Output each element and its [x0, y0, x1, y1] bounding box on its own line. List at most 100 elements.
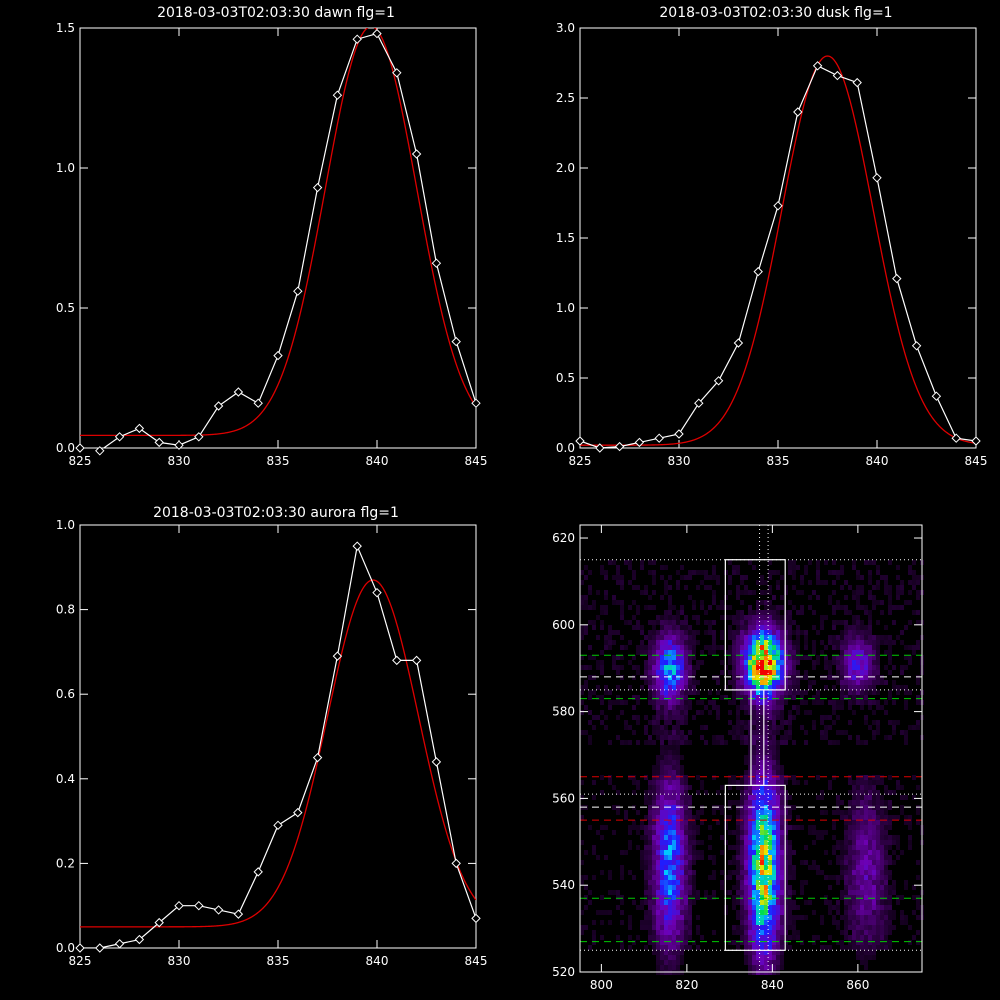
image-pixel: [692, 635, 696, 640]
image-pixel: [744, 785, 748, 790]
image-pixel: [740, 925, 744, 930]
image-pixel: [692, 615, 696, 620]
image-pixel: [620, 870, 624, 875]
image-pixel: [644, 605, 648, 610]
image-pixel: [720, 885, 724, 890]
image-pixel: [688, 640, 692, 645]
image-pixel: [672, 750, 676, 755]
image-pixel: [772, 895, 776, 900]
dusk-ytick-label: 1.0: [556, 301, 575, 315]
image-pixel: [844, 865, 848, 870]
image-pixel: [876, 935, 880, 940]
image-pixel: [872, 710, 876, 715]
image-pixel: [796, 705, 800, 710]
image-pixel: [700, 710, 704, 715]
image-pixel: [744, 835, 748, 840]
image-pixel: [832, 635, 836, 640]
image-pixel: [660, 955, 664, 960]
image-pixel: [804, 645, 808, 650]
image-pixel: [852, 855, 856, 860]
image-pixel: [728, 670, 732, 675]
image-pixel: [652, 880, 656, 885]
image-pixel: [852, 670, 856, 675]
image-pixel: [752, 910, 756, 915]
image-pixel: [600, 790, 604, 795]
image-ytick-label: 560: [552, 791, 575, 805]
dusk-fit-line: [580, 55, 976, 446]
image-pixel: [708, 895, 712, 900]
image-pixel: [668, 760, 672, 765]
image-pixel: [860, 885, 864, 890]
image-pixel: [760, 790, 764, 795]
image-pixel: [784, 855, 788, 860]
dawn-data-point: [213, 401, 224, 411]
image-pixel: [772, 905, 776, 910]
image-pixel: [668, 585, 672, 590]
image-pixel: [668, 605, 672, 610]
image-pixel: [756, 730, 760, 735]
image-pixel: [872, 835, 876, 840]
image-pixel: [772, 635, 776, 640]
image-pixel: [804, 710, 808, 715]
image-pixel: [860, 575, 864, 580]
image-pixel: [836, 620, 840, 625]
image-pixel: [636, 620, 640, 625]
image-pixel: [620, 600, 624, 605]
image-pixel: [684, 695, 688, 700]
image-pixel: [672, 765, 676, 770]
image-pixel: [744, 665, 748, 670]
image-pixel: [864, 865, 868, 870]
image-pixel: [876, 890, 880, 895]
image-pixel: [688, 880, 692, 885]
image-pixel: [620, 665, 624, 670]
image-pixel: [828, 910, 832, 915]
image-pixel: [692, 820, 696, 825]
image-pixel: [656, 940, 660, 945]
image-pixel: [624, 620, 628, 625]
image-pixel: [768, 770, 772, 775]
image-pixel: [676, 925, 680, 930]
image-pixel: [648, 905, 652, 910]
image-pixel: [916, 720, 920, 725]
image-pixel: [916, 610, 920, 615]
image-pixel: [676, 940, 680, 945]
image-pixel: [904, 920, 908, 925]
image-pixel: [764, 790, 768, 795]
image-pixel: [836, 700, 840, 705]
image-pixel: [748, 615, 752, 620]
image-pixel: [700, 820, 704, 825]
image-pixel: [780, 810, 784, 815]
image-pixel: [688, 655, 692, 660]
image-pixel: [852, 905, 856, 910]
image-pixel: [876, 780, 880, 785]
image-pixel: [660, 770, 664, 775]
image-pixel: [868, 700, 872, 705]
image-pixel: [780, 845, 784, 850]
image-pixel: [680, 925, 684, 930]
image-pixel: [768, 960, 772, 965]
image-pixel: [880, 610, 884, 615]
image-pixel: [612, 890, 616, 895]
image-pixel: [652, 560, 656, 565]
image-pixel: [580, 880, 584, 885]
image-pixel: [648, 840, 652, 845]
image-pixel: [856, 875, 860, 880]
image-pixel: [840, 670, 844, 675]
image-pixel: [776, 750, 780, 755]
image-pixel: [816, 595, 820, 600]
image-pixel: [740, 630, 744, 635]
image-pixel: [872, 855, 876, 860]
image-pixel: [760, 880, 764, 885]
image-pixel: [904, 645, 908, 650]
image-pixel: [708, 625, 712, 630]
image-pixel: [868, 845, 872, 850]
image-pixel: [676, 840, 680, 845]
image-pixel: [712, 640, 716, 645]
image-pixel: [692, 630, 696, 635]
image-pixel: [740, 660, 744, 665]
image-pixel: [660, 805, 664, 810]
image-pixel: [604, 690, 608, 695]
image-pixel: [784, 850, 788, 855]
image-pixel: [844, 665, 848, 670]
